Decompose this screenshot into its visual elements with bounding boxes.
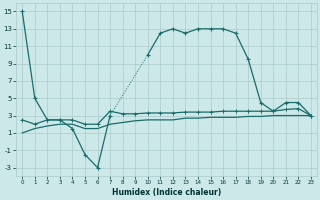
X-axis label: Humidex (Indice chaleur): Humidex (Indice chaleur): [112, 188, 221, 197]
